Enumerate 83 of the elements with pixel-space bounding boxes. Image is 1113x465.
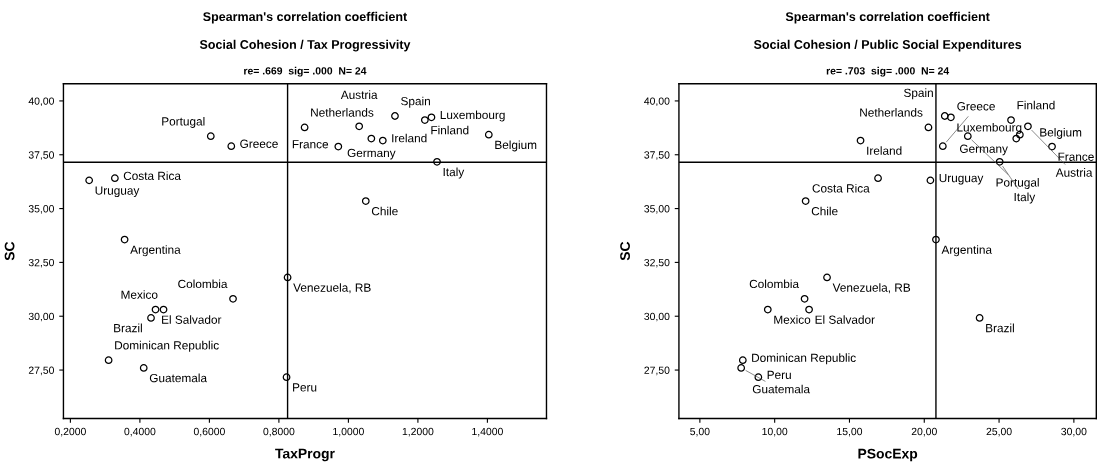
annotation: Netherlands	[860, 108, 923, 117]
chart-title: Spearman's correlation coefficient	[203, 11, 408, 24]
y-tick-label: 37,50	[28, 151, 55, 160]
annotation: Uruguay	[95, 186, 140, 198]
y-tick-label: 30,00	[28, 312, 55, 322]
annotation: Uruguay	[939, 173, 984, 185]
annotation: Portugal	[996, 178, 1039, 190]
annotation: Germany	[347, 148, 396, 160]
x-tick-label: 0,6000	[193, 427, 225, 437]
annotation: Greece	[957, 102, 995, 111]
x-tick-label: 20,00	[911, 427, 937, 437]
annotation: Italy	[1014, 192, 1036, 204]
annotation: Germany	[959, 144, 1008, 156]
annotation: Greece	[240, 139, 278, 148]
annotation: Peru	[293, 383, 317, 392]
chart-title: Spearman's correlation coefficient	[785, 11, 990, 24]
y-axis-title: SC	[4, 241, 15, 261]
annotation: Brazil	[114, 323, 142, 333]
x-tick-label: 5,00	[690, 427, 710, 437]
annotation: Belgium	[1040, 127, 1082, 139]
annotation: Portugal	[162, 116, 205, 128]
annotation: Peru	[767, 370, 791, 379]
x-tick-label: 0,8000	[263, 427, 295, 437]
annotation: Ireland	[392, 133, 427, 143]
annotation: Venezuela, RB	[832, 283, 911, 294]
annotation: Chile	[811, 206, 838, 216]
text: re= .669 sig= .000 N= 24	[244, 66, 367, 77]
x-tick-label: 0,4000	[124, 427, 156, 437]
x-tick-label: 1,4000	[472, 427, 503, 437]
annotation: Costa Rica	[812, 183, 870, 193]
annotation: Italy	[443, 167, 465, 179]
annotation: Argentina	[130, 245, 181, 257]
annotation: El Salvador	[162, 315, 222, 324]
y-tick-label: 27,50	[28, 366, 55, 376]
annotation: France	[1058, 152, 1094, 161]
text: re= .703 sig= .000 N= 24	[826, 66, 950, 77]
annotation: Chile	[371, 206, 398, 216]
y-tick-label: 37,50	[644, 151, 670, 160]
annotation: Netherlands	[311, 108, 374, 117]
y-tick-label: 32,50	[644, 258, 670, 268]
y-tick-label: 30,00	[644, 312, 670, 322]
annotation: Costa Rica	[123, 171, 181, 181]
annotation: Spain	[401, 96, 430, 108]
x-tick-label: 10,00	[762, 427, 788, 437]
y-axis-title: SC	[620, 241, 630, 261]
y-tick-label: 40,00	[28, 97, 55, 107]
annotation: Finland	[1017, 100, 1055, 110]
annotation: Argentina	[941, 245, 993, 257]
x-tick-label: 15,00	[837, 427, 863, 437]
annotation: Mexico	[121, 290, 158, 299]
x-tick-label: 30,00	[1061, 427, 1087, 437]
annotation: El Salvador	[815, 315, 875, 324]
annotation: Dominican Republic	[752, 353, 856, 365]
chart-subtitle: Social Cohesion / Tax Progressivity	[199, 39, 411, 52]
annotation: Austria	[1055, 168, 1093, 177]
annotation: Spain	[904, 88, 933, 100]
y-tick-label: 35,00	[644, 205, 670, 214]
x-axis-title: PSocExp	[858, 448, 918, 462]
annotation: Guatemala	[752, 384, 811, 394]
y-tick-label: 40,00	[644, 97, 670, 107]
annotation: Venezuela, RB	[293, 283, 371, 294]
x-axis-title: TaxProgr	[275, 448, 335, 462]
annotation: France	[292, 140, 329, 149]
annotation: Colombia	[178, 279, 228, 289]
y-tick-label: 35,00	[28, 205, 55, 214]
annotation: Luxembourg	[957, 122, 1022, 134]
annotation: Colombia	[749, 279, 800, 289]
x-tick-label: 1,0000	[333, 427, 364, 437]
x-tick-label: 1,2000	[402, 427, 434, 437]
annotation: Mexico	[774, 315, 811, 324]
annotation: Luxembourg	[440, 110, 505, 122]
annotation: Finland	[431, 125, 469, 135]
x-tick-label: 0,2000	[54, 427, 86, 437]
annotation: Brazil	[986, 323, 1014, 333]
annotation: Ireland	[867, 146, 902, 155]
x-tick-label: 25,00	[986, 427, 1012, 437]
chart-subtitle: Social Cohesion / Public Social Expenditures	[753, 39, 1022, 52]
annotation: Austria	[340, 90, 378, 99]
annotation: Guatemala	[149, 373, 208, 383]
annotation: Belgium	[495, 140, 537, 152]
y-tick-label: 32,50	[28, 258, 55, 268]
annotation: Dominican Republic	[115, 340, 219, 352]
y-tick-label: 27,50	[644, 366, 670, 376]
